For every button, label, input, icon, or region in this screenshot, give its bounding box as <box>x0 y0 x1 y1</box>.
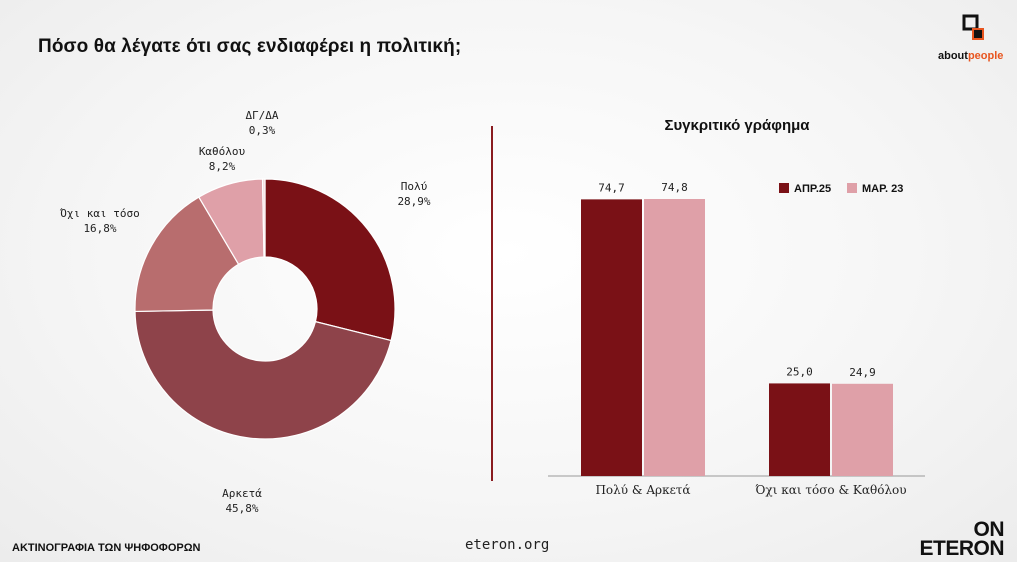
bar-chart-title: Συγκριτικό γράφημα <box>664 117 810 134</box>
pie-slice-value-label: 16,8% <box>83 222 116 235</box>
legend-swatch-2 <box>847 183 857 193</box>
bar-data-label: 24,9 <box>849 366 876 379</box>
bar-category-label: Πολύ & Αρκετά <box>595 483 690 497</box>
pie-slice-value-label: 8,2% <box>209 160 236 173</box>
bar-2-1 <box>769 383 830 476</box>
pie-slice-5 <box>261 178 266 258</box>
bar-category-label: Όχι και τόσο & Καθόλου <box>755 483 906 497</box>
pie-slice-label: Καθόλου <box>199 145 246 158</box>
bar-data-label: 74,8 <box>661 181 688 194</box>
aboutpeople-logo: aboutpeople <box>938 14 1008 64</box>
pie-slice-value-label: 45,8% <box>225 502 258 515</box>
on-eteron-logo: ON ETERON <box>919 518 1004 560</box>
bar-1-1 <box>581 199 642 477</box>
pie-slice-label: Αρκετά <box>222 487 262 500</box>
pie-slice-2 <box>134 309 392 440</box>
chart-divider <box>491 126 493 481</box>
footer-survey-title: ΑΚΤΙΝΟΓΡΑΦΙΑ ΤΩΝ ΨΗΦΟΦΟΡΩΝ <box>12 542 201 554</box>
aboutpeople-logo-icon <box>962 14 984 40</box>
pie-slice-label: Πολύ <box>401 180 428 193</box>
pie-slice-value-label: 0,3% <box>249 124 276 137</box>
pie-slice-label: Όχι και τόσο <box>59 207 139 220</box>
legend-label-2: ΜΑΡ. 23 <box>862 183 903 195</box>
page-title: Πόσο θα λέγατε ότι σας ενδιαφέρει η πολι… <box>38 36 462 57</box>
pie-slice-label: ΔΓ/ΔΑ <box>245 109 278 122</box>
pie-slice-1 <box>264 178 396 342</box>
legend-label-1: ΑΠΡ.25 <box>794 183 831 195</box>
pie-slice-3 <box>134 196 240 313</box>
aboutpeople-logo-text: aboutpeople <box>938 50 1004 62</box>
bar-data-label: 74,7 <box>598 181 625 194</box>
legend-swatch-1 <box>779 183 789 193</box>
footer-website[interactable]: eteron.org <box>465 537 550 553</box>
bar-1-2 <box>644 199 705 476</box>
pie-slice-value-label: 28,9% <box>397 195 430 208</box>
bar-2-2 <box>832 383 893 476</box>
bar-data-label: 25,0 <box>786 365 813 378</box>
